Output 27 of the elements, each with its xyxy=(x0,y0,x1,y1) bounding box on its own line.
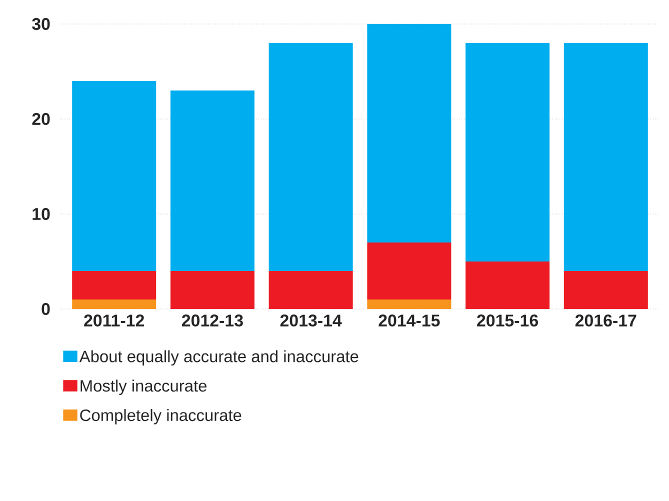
x-tick-label: 2014-15 xyxy=(378,314,440,327)
bar xyxy=(72,271,156,300)
bar xyxy=(268,43,353,271)
y-tick-label: 30 xyxy=(32,18,50,30)
bar xyxy=(170,90,254,271)
bar xyxy=(268,271,353,309)
legend-label: Mostly inaccurate xyxy=(80,380,206,395)
bar xyxy=(466,262,550,309)
x-tick-label: 2016-17 xyxy=(575,314,636,327)
legend-label: About equally accurate and inaccurate xyxy=(79,350,358,366)
x-tick-label: 2011-12 xyxy=(84,314,144,327)
x-tick-label: 2012-13 xyxy=(182,314,243,327)
bar xyxy=(367,242,452,300)
y-tick-label: 0 xyxy=(42,303,50,315)
bar xyxy=(367,300,452,309)
bar xyxy=(564,271,648,309)
bar xyxy=(170,271,254,309)
y-tick-label: 20 xyxy=(32,113,50,125)
bar xyxy=(564,43,648,271)
x-tick-label: 2015-16 xyxy=(477,314,538,327)
y-tick-label: 10 xyxy=(32,208,50,220)
legend-label: Completely inaccurate xyxy=(80,409,242,424)
bar xyxy=(72,300,156,309)
x-tick-label: 2013-14 xyxy=(280,314,342,327)
bar xyxy=(72,81,156,271)
bar xyxy=(466,43,550,262)
bar xyxy=(367,24,452,242)
